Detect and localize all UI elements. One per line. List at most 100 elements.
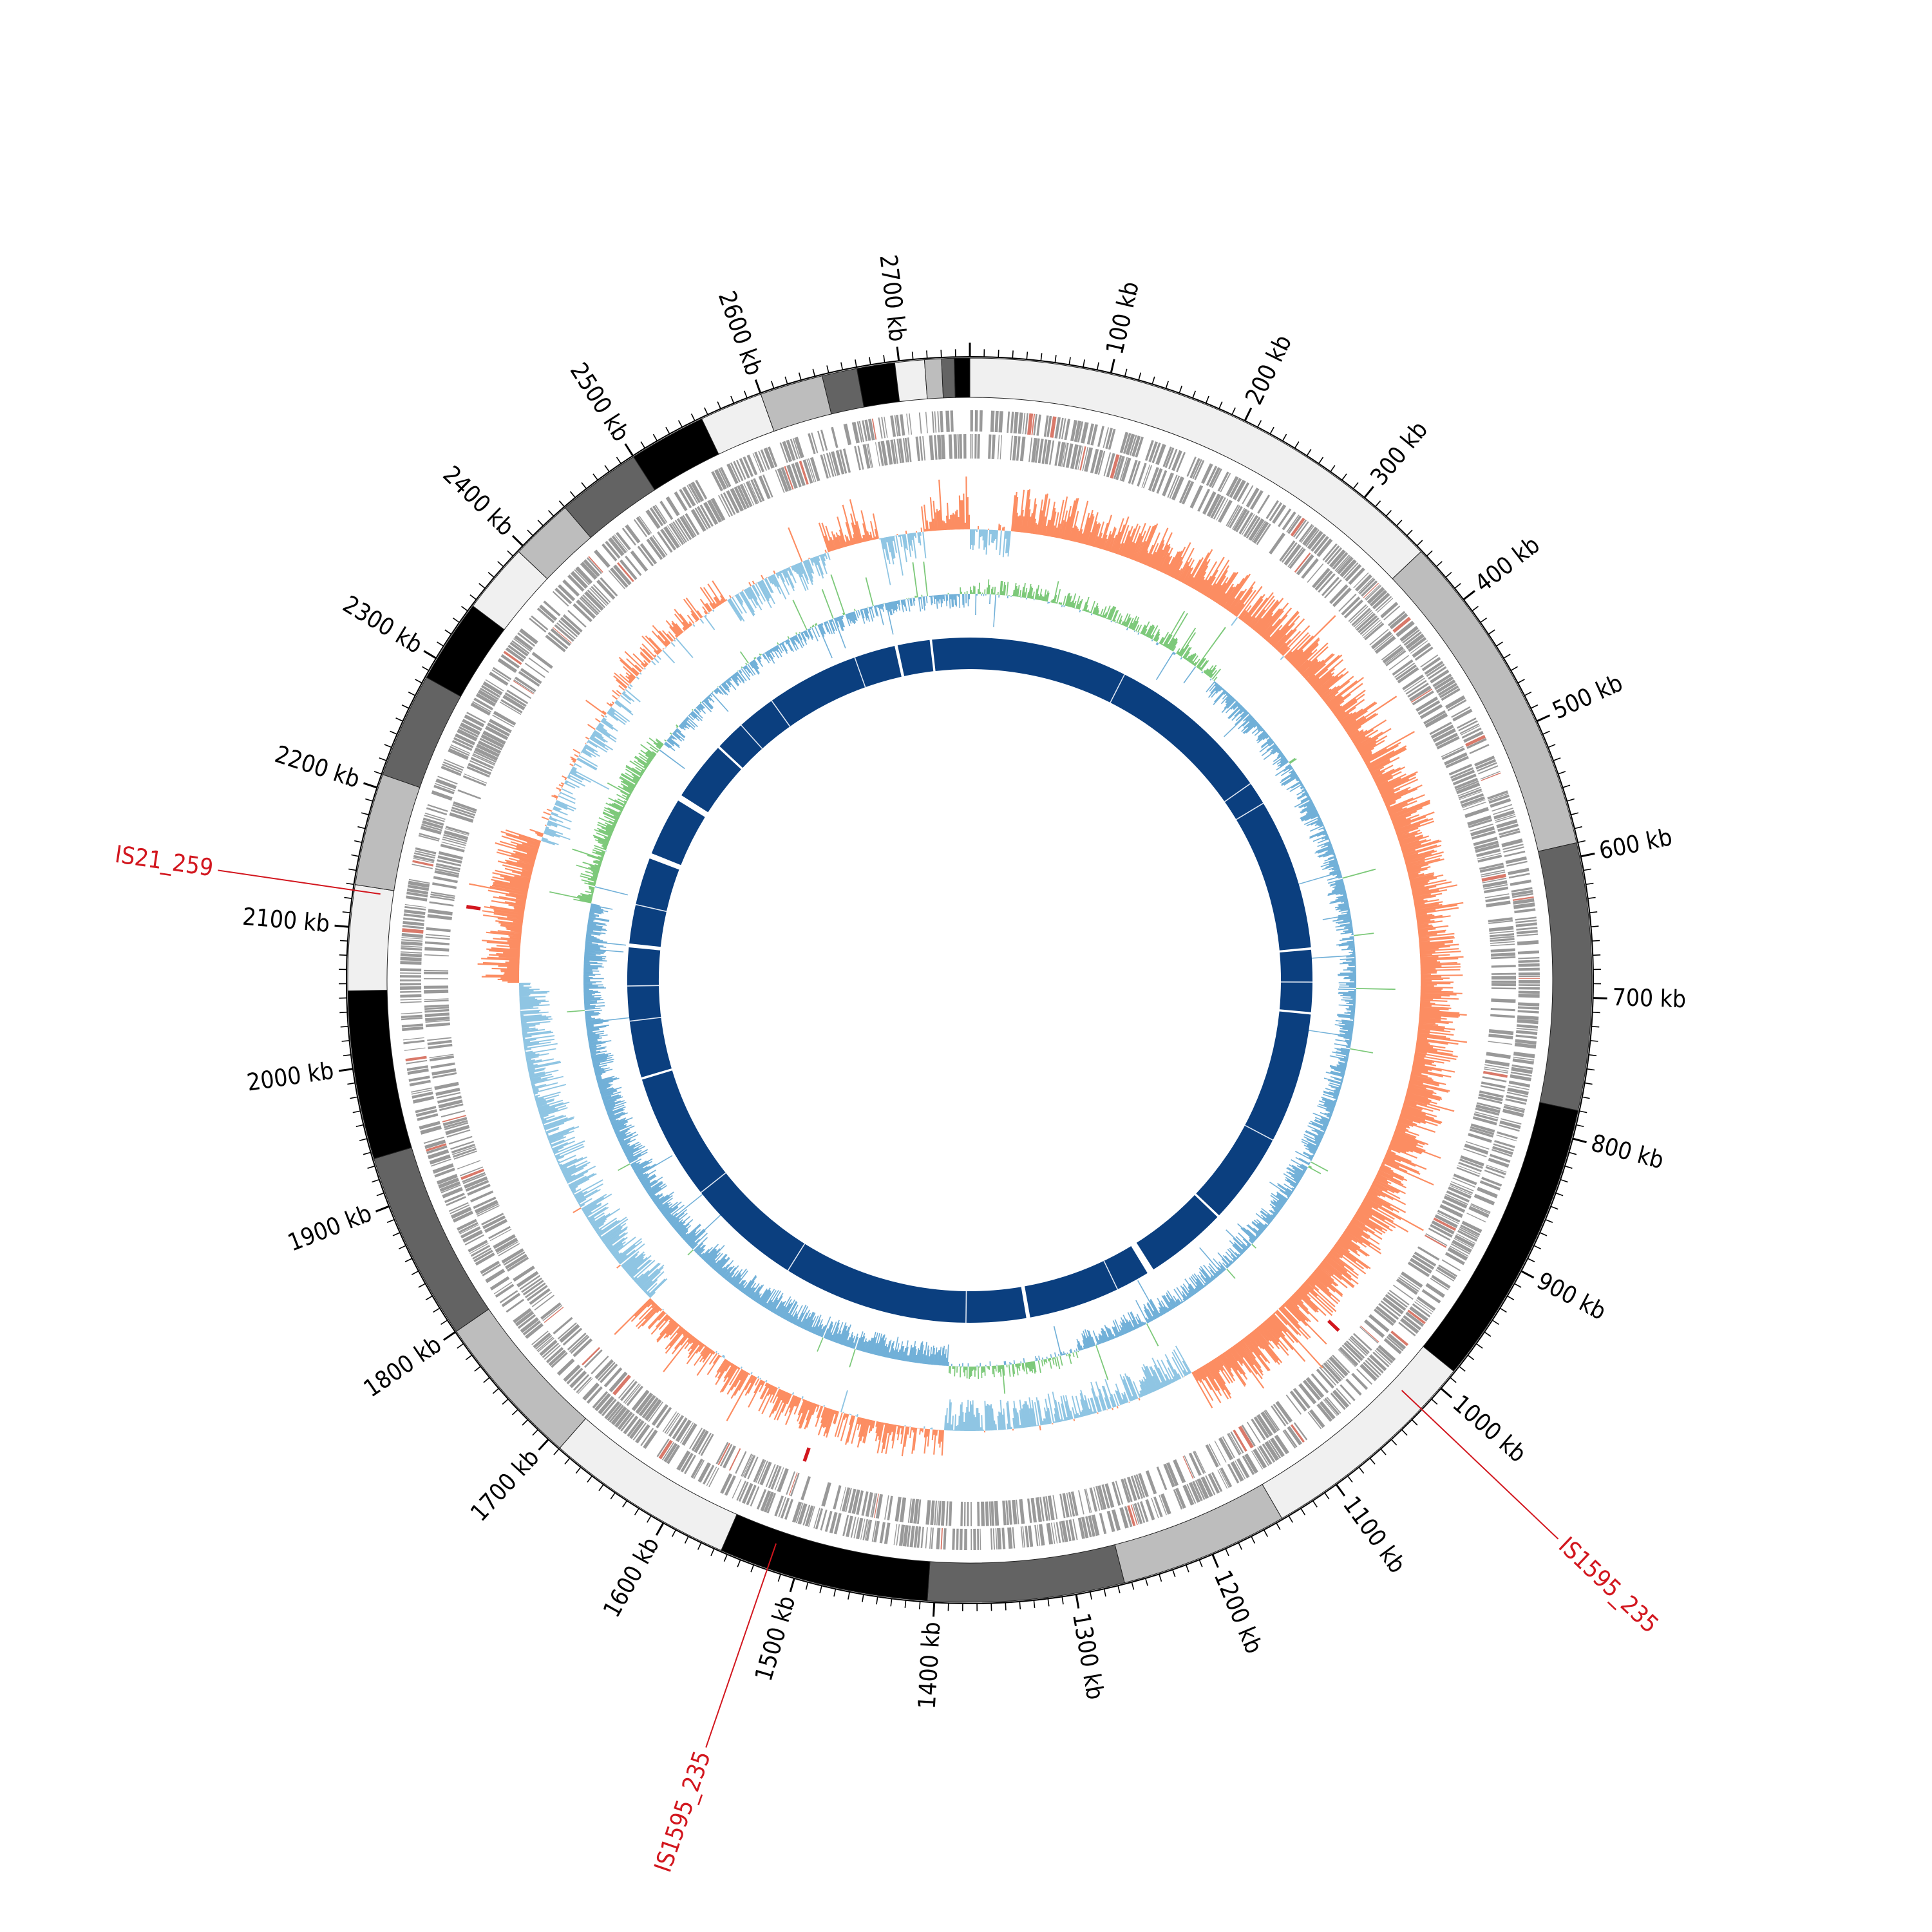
cds-feature bbox=[703, 1464, 715, 1485]
cds-feature bbox=[489, 719, 512, 734]
cds-feature bbox=[896, 439, 902, 464]
cds-feature bbox=[480, 734, 504, 748]
cds-feature bbox=[1233, 508, 1248, 531]
cds-feature bbox=[695, 479, 708, 500]
minor-tick bbox=[1282, 433, 1287, 441]
cds-feature bbox=[936, 1528, 941, 1549]
cds-feature bbox=[1160, 1493, 1171, 1515]
cds-feature bbox=[562, 579, 580, 597]
cds-feature bbox=[739, 458, 750, 478]
cds-feature bbox=[495, 1283, 515, 1298]
cds-feature bbox=[437, 1095, 462, 1104]
cds-feature bbox=[425, 936, 450, 940]
cds-feature bbox=[437, 775, 458, 785]
minor-tick bbox=[1542, 730, 1550, 735]
cds-feature bbox=[930, 1500, 935, 1526]
cds-feature bbox=[513, 679, 535, 694]
minor-tick bbox=[363, 1151, 371, 1155]
cds-feature bbox=[1046, 1522, 1054, 1545]
minor-tick bbox=[1324, 1492, 1330, 1500]
cds-feature bbox=[1137, 462, 1147, 487]
cds-feature bbox=[1241, 514, 1255, 536]
minor-tick bbox=[1576, 1124, 1584, 1128]
tick-label: 200 kb bbox=[1240, 330, 1297, 409]
cds-feature bbox=[959, 434, 962, 459]
cds-feature bbox=[916, 1526, 922, 1548]
cds-feature bbox=[424, 812, 446, 820]
minor-tick bbox=[1225, 1548, 1229, 1557]
cds-feature bbox=[1227, 1433, 1241, 1455]
cds-feature bbox=[1436, 1266, 1457, 1280]
cds-feature bbox=[1473, 837, 1498, 846]
cds-feature bbox=[786, 439, 796, 461]
cds-feature bbox=[437, 855, 462, 864]
cds-feature bbox=[1374, 1308, 1394, 1326]
cds-feature bbox=[513, 1308, 532, 1323]
cds-feature bbox=[665, 496, 680, 516]
cds-feature bbox=[649, 507, 664, 527]
minor-tick bbox=[1288, 1515, 1293, 1523]
cds-feature bbox=[752, 453, 762, 473]
cds-feature bbox=[1256, 1414, 1273, 1437]
cds-feature bbox=[1322, 543, 1338, 561]
cds-feature bbox=[476, 1203, 499, 1215]
cds-feature bbox=[1206, 493, 1222, 517]
cds-feature bbox=[519, 628, 538, 645]
minor-tick bbox=[374, 771, 382, 775]
cds-feature bbox=[525, 1282, 546, 1298]
cds-feature bbox=[1168, 448, 1178, 469]
cds-feature bbox=[1230, 1431, 1244, 1454]
cds-feature bbox=[1329, 584, 1349, 604]
minor-tick bbox=[1426, 550, 1433, 556]
minor-tick bbox=[1592, 1011, 1600, 1014]
tick-label: 300 kb bbox=[1365, 416, 1434, 491]
cds-feature bbox=[757, 1461, 768, 1484]
cds-feature bbox=[758, 450, 767, 471]
cds-feature bbox=[1430, 724, 1454, 739]
cds-feature bbox=[1275, 1401, 1293, 1423]
minor-tick bbox=[365, 798, 374, 802]
cds-feature bbox=[1206, 466, 1218, 486]
cds-feature bbox=[862, 444, 871, 469]
minor-tick bbox=[483, 1377, 490, 1383]
cds-feature bbox=[437, 859, 462, 867]
cds-feature bbox=[492, 714, 515, 728]
minor-tick bbox=[422, 666, 430, 671]
cds-feature bbox=[913, 1526, 918, 1548]
cds-feature bbox=[635, 1424, 650, 1444]
minor-tick bbox=[452, 617, 460, 623]
minor-tick bbox=[684, 1536, 689, 1544]
cds-feature bbox=[1241, 1425, 1256, 1447]
cds-feature bbox=[1392, 616, 1412, 633]
cds-feature bbox=[943, 1528, 947, 1550]
cds-feature bbox=[1470, 823, 1493, 832]
cds-feature bbox=[466, 712, 486, 723]
cds-feature bbox=[945, 410, 950, 432]
cds-feature bbox=[472, 701, 492, 713]
cds-feature bbox=[991, 434, 996, 459]
cds-feature bbox=[1115, 455, 1125, 480]
cds-feature bbox=[760, 1490, 772, 1511]
minor-tick bbox=[1588, 1054, 1597, 1057]
cds-feature bbox=[700, 1434, 714, 1456]
minor-tick bbox=[1159, 1574, 1162, 1582]
cds-feature bbox=[1409, 685, 1432, 702]
cds-feature bbox=[502, 694, 526, 710]
cds-feature bbox=[907, 1498, 912, 1523]
minor-tick bbox=[404, 1258, 413, 1263]
cds-feature bbox=[1450, 767, 1474, 779]
cds-feature bbox=[780, 1497, 790, 1519]
cds-feature bbox=[1337, 556, 1354, 574]
cds-feature bbox=[1484, 1066, 1509, 1072]
cds-feature bbox=[409, 1079, 431, 1086]
cds-feature bbox=[1056, 1522, 1061, 1543]
cds-feature bbox=[1246, 1421, 1261, 1443]
cds-feature bbox=[534, 1294, 554, 1311]
cds-feature bbox=[1200, 1476, 1213, 1497]
cds-feature bbox=[1316, 1368, 1334, 1389]
cds-feature bbox=[867, 443, 873, 468]
cds-feature bbox=[699, 504, 714, 527]
cds-feature bbox=[808, 433, 816, 455]
cds-feature bbox=[582, 1382, 600, 1401]
cds-feature bbox=[1138, 1473, 1149, 1497]
